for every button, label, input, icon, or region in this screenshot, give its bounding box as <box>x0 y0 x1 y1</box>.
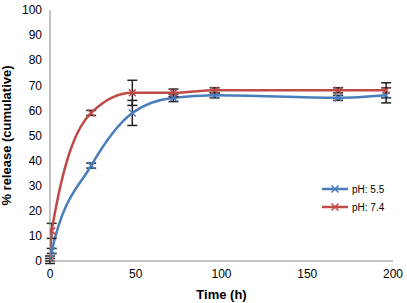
svg-text:50: 50 <box>129 267 143 281</box>
svg-text:% release (cumulative): % release (cumulative) <box>8 65 14 205</box>
svg-text:150: 150 <box>297 267 317 281</box>
svg-text:20: 20 <box>29 204 43 218</box>
svg-text:Time (h): Time (h) <box>196 287 246 302</box>
svg-text:100: 100 <box>211 267 231 281</box>
html-text:pH: 5.5: pH: 5.5 <box>352 183 385 195</box>
svg-text:80: 80 <box>29 53 43 67</box>
svg-text:90: 90 <box>29 28 43 42</box>
svg-text:200: 200 <box>383 267 399 281</box>
svg-text:100: 100 <box>22 3 42 17</box>
svg-text:30: 30 <box>29 179 43 193</box>
svg-text:10: 10 <box>29 229 43 243</box>
svg-text:0: 0 <box>35 254 42 268</box>
svg-text:60: 60 <box>29 104 43 118</box>
html-text:pH: 7.4: pH: 7.4 <box>352 201 385 213</box>
svg-text:70: 70 <box>29 79 43 93</box>
svg-text:40: 40 <box>29 154 43 168</box>
svg-text:0: 0 <box>47 267 54 281</box>
svg-text:50: 50 <box>29 129 43 143</box>
